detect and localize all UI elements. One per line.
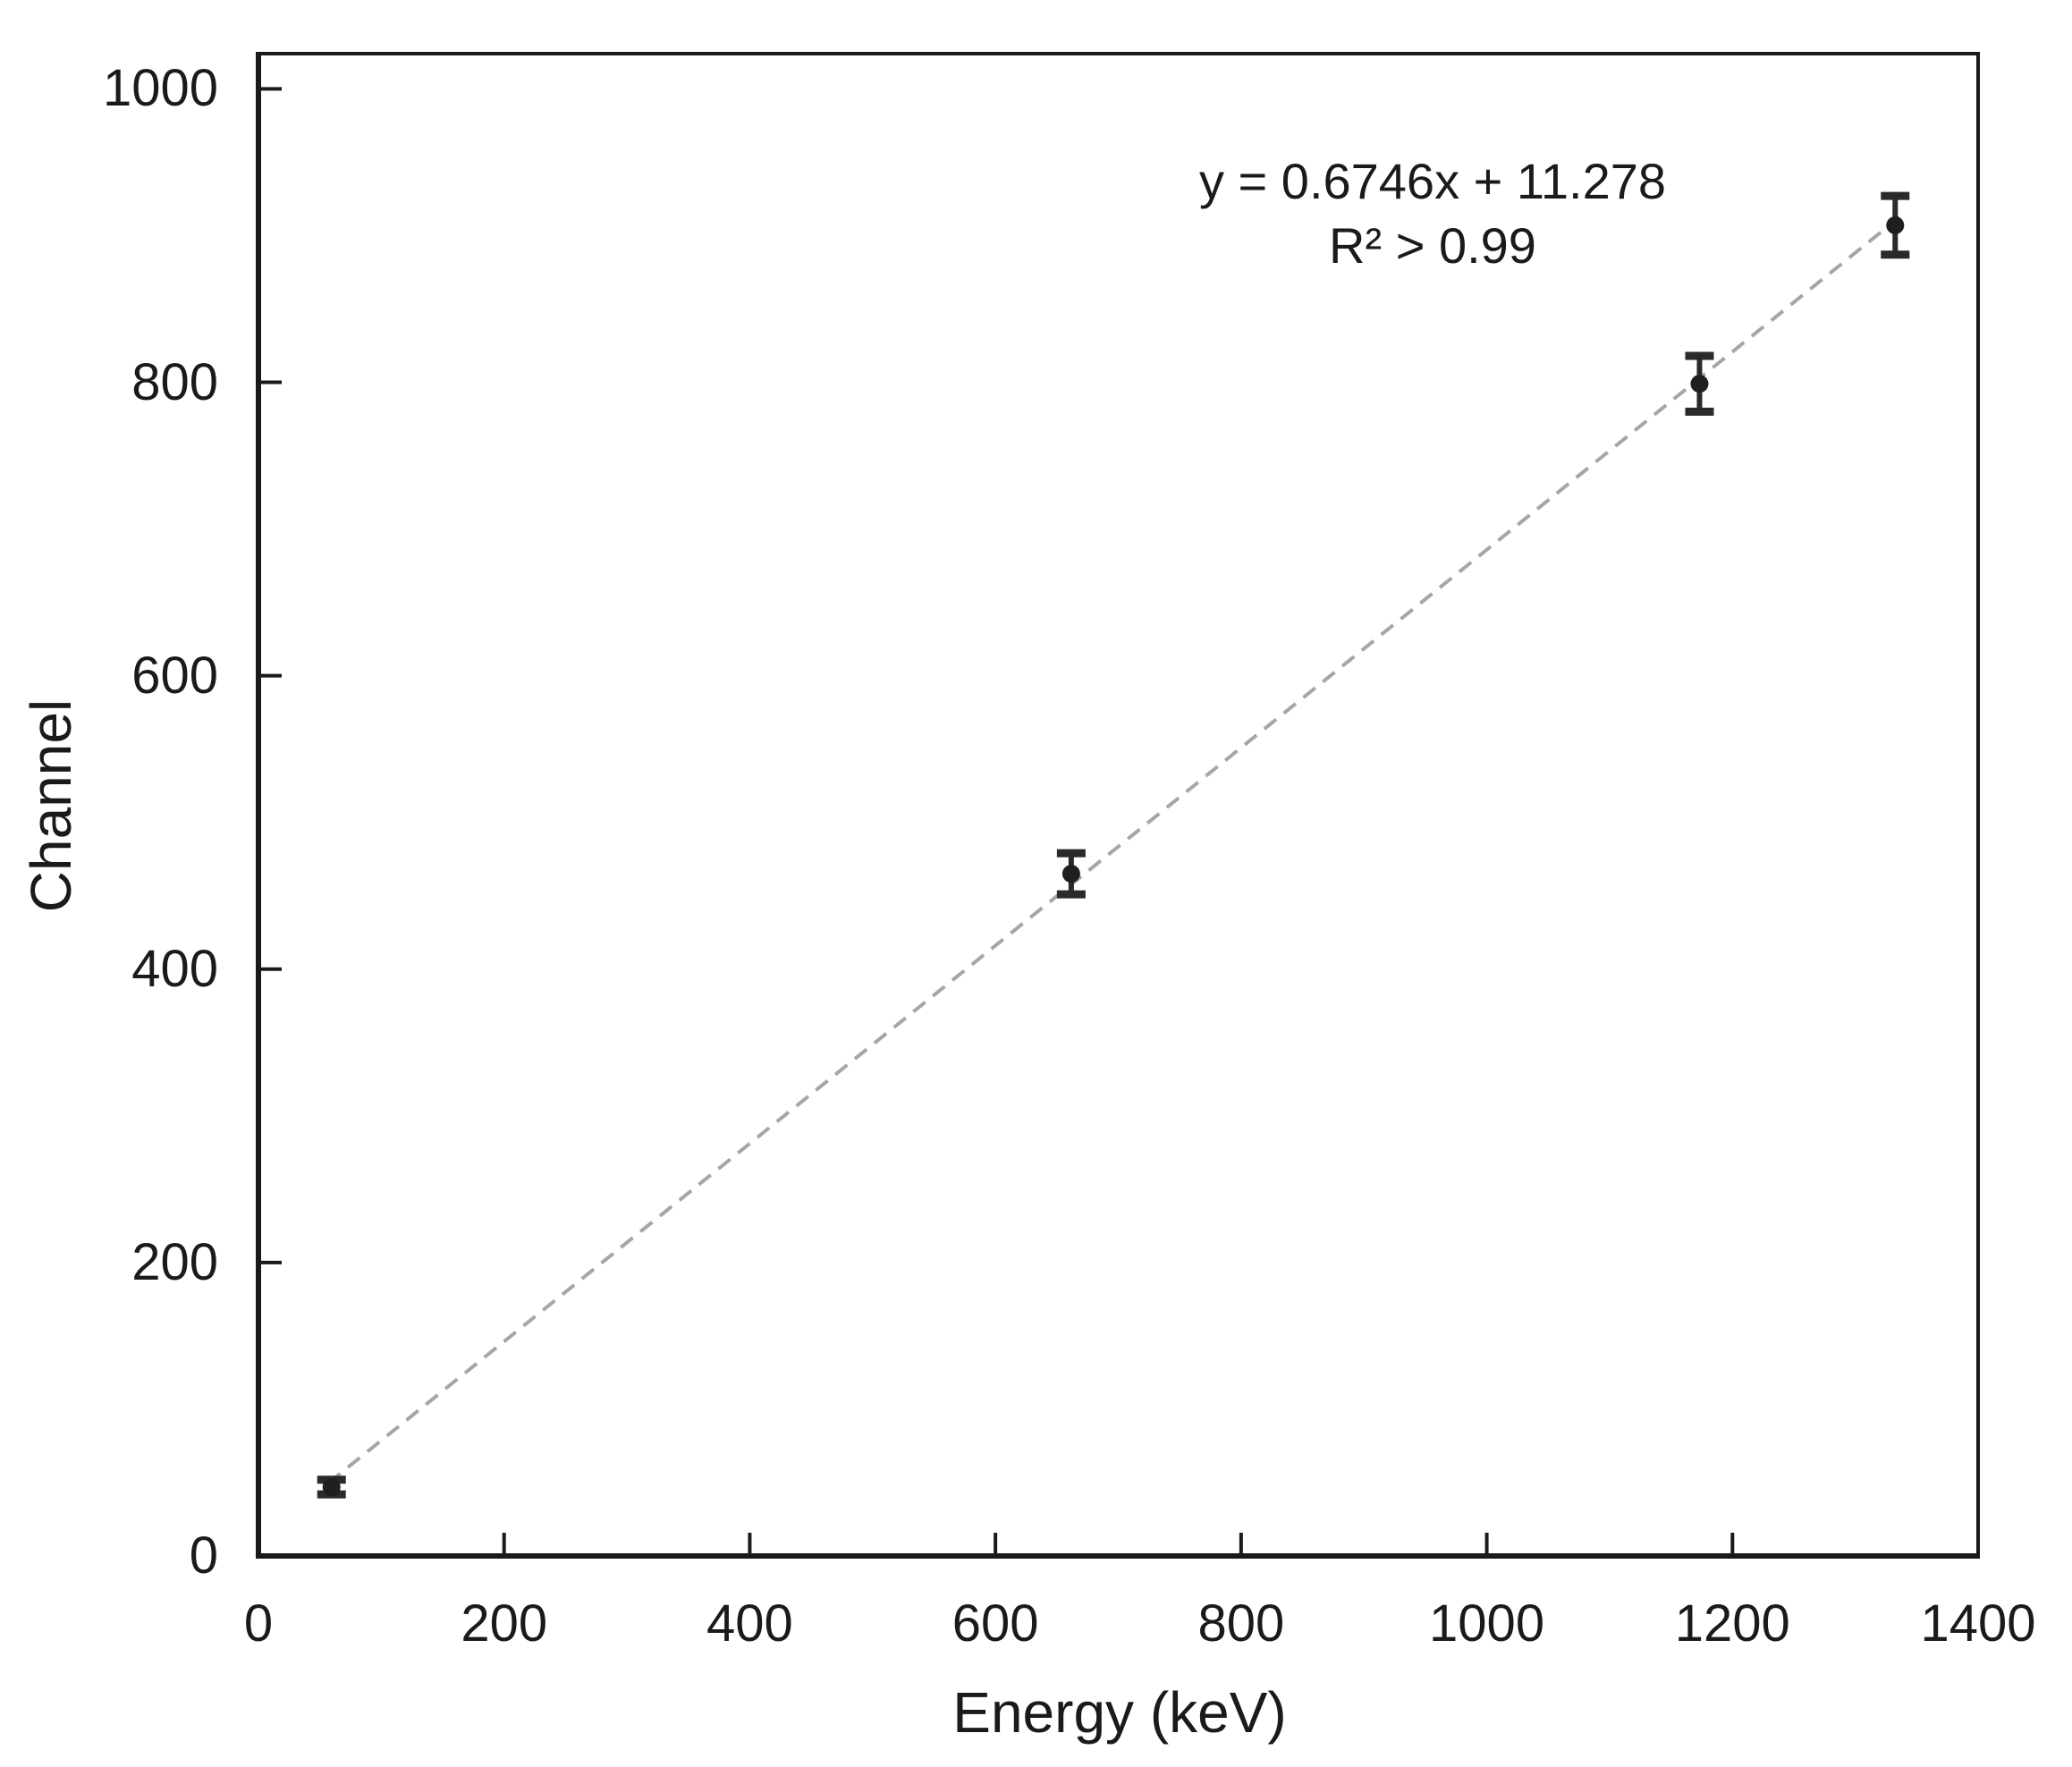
data-point-marker	[1690, 375, 1709, 393]
y-tick-label: 400	[131, 939, 218, 998]
y-tick-label: 0	[189, 1526, 218, 1585]
x-tick-label: 1200	[1674, 1594, 1790, 1653]
x-tick-label: 400	[706, 1594, 793, 1653]
fit-line	[327, 216, 1901, 1484]
x-tick-label: 0	[243, 1594, 274, 1653]
data-point-marker	[1886, 216, 1905, 234]
x-axis-title: Energy (keV)	[952, 1680, 1287, 1745]
y-axis-title: Channel	[19, 698, 83, 913]
x-tick-label: 200	[461, 1594, 548, 1653]
fit-equation-text: y = 0.6746x + 11.278	[1198, 153, 1667, 209]
fit-r-squared-text: R² > 0.99	[1329, 217, 1536, 274]
y-tick-label: 1000	[102, 59, 218, 118]
data-point-marker	[322, 1477, 341, 1496]
x-tick-label: 1400	[1920, 1594, 2036, 1653]
y-tick-label: 600	[131, 646, 218, 705]
x-tick-label: 600	[951, 1594, 1039, 1653]
x-tick-label: 1000	[1429, 1594, 1545, 1653]
x-tick-label: 800	[1197, 1594, 1285, 1653]
data-point-marker	[1061, 865, 1080, 884]
y-tick-label: 800	[131, 352, 218, 411]
y-tick-label: 200	[131, 1232, 218, 1291]
fit-annotation: y = 0.6746x + 11.278 R² > 0.99	[1199, 149, 1666, 278]
